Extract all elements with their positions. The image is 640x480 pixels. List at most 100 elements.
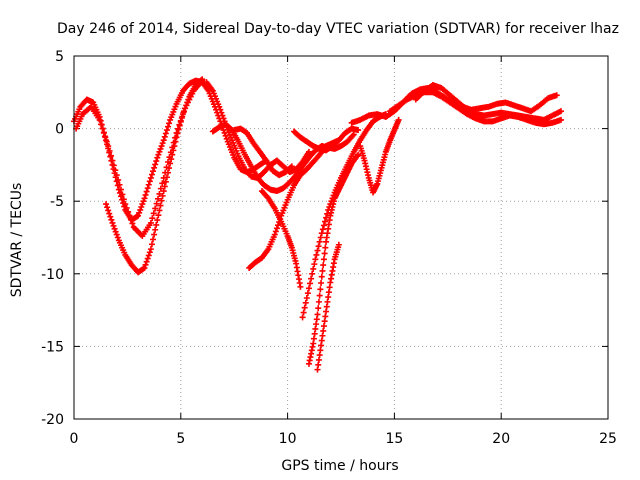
data-point: [106, 147, 113, 154]
data-layer: [71, 76, 565, 373]
data-point: [148, 171, 155, 178]
data-point: [100, 129, 107, 136]
data-point: [172, 138, 179, 145]
data-point: [148, 241, 155, 248]
series-arc-12: [291, 128, 342, 154]
data-point: [103, 201, 110, 208]
data-point: [307, 280, 314, 287]
data-point: [334, 138, 341, 145]
data-point: [141, 195, 148, 202]
data-point: [301, 304, 308, 311]
data-point: [152, 205, 159, 212]
data-point: [168, 156, 175, 163]
data-point: [174, 130, 181, 137]
data-point: [122, 201, 129, 208]
data-point: [150, 236, 157, 243]
y-tick-label: -15: [41, 339, 64, 355]
data-point: [161, 133, 168, 140]
data-point: [310, 265, 317, 272]
x-tick-label: 0: [70, 431, 79, 447]
data-point: [145, 181, 152, 188]
data-point: [117, 186, 124, 193]
data-point: [123, 204, 130, 211]
chart-title: Day 246 of 2014, Sidereal Day-to-day VTE…: [57, 21, 619, 37]
data-point: [558, 116, 565, 123]
data-point: [160, 188, 167, 195]
data-point: [335, 241, 342, 248]
data-point: [217, 106, 224, 113]
data-point: [115, 176, 122, 183]
data-point: [99, 125, 106, 132]
data-point: [184, 99, 191, 106]
y-tick-label: -10: [41, 267, 64, 283]
data-point: [323, 214, 330, 221]
series-arc-10: [314, 241, 342, 373]
data-point: [299, 314, 306, 321]
data-point: [216, 103, 223, 110]
data-point: [108, 216, 115, 223]
data-point: [156, 190, 163, 197]
data-point: [169, 151, 176, 158]
data-point: [170, 147, 177, 154]
data-point: [198, 77, 205, 84]
data-point: [395, 116, 402, 123]
data-point: [327, 201, 334, 208]
data-point: [127, 216, 134, 223]
data-point: [329, 195, 336, 202]
data-point: [302, 299, 309, 306]
data-point: [159, 192, 166, 199]
data-point: [107, 213, 114, 220]
data-point: [140, 198, 147, 205]
data-point: [223, 135, 230, 142]
data-point: [152, 161, 159, 168]
data-point: [355, 151, 362, 158]
data-point: [317, 286, 324, 293]
series-arc-2: [73, 77, 206, 240]
data-point: [183, 102, 190, 109]
data-point: [350, 131, 357, 138]
data-point: [152, 226, 159, 233]
data-point: [151, 231, 158, 238]
data-point: [177, 118, 184, 125]
data-point: [164, 169, 171, 176]
data-point: [98, 121, 105, 128]
data-point: [126, 212, 133, 219]
data-point: [120, 196, 127, 203]
data-point: [163, 174, 170, 181]
data-point: [144, 255, 151, 262]
data-point: [144, 185, 151, 192]
data-point: [166, 165, 173, 172]
data-point: [102, 134, 109, 141]
data-point: [141, 264, 148, 271]
data-point: [137, 206, 144, 213]
data-point: [110, 222, 117, 229]
data-point: [139, 201, 146, 208]
series-arc-9: [305, 151, 362, 367]
data-point: [271, 231, 278, 238]
data-point: [304, 290, 311, 297]
data-point: [313, 251, 320, 258]
data-point: [155, 195, 162, 202]
data-point: [553, 92, 560, 99]
data-point: [157, 145, 164, 152]
data-point: [111, 225, 118, 232]
data-point: [317, 234, 324, 241]
data-point: [167, 160, 174, 167]
data-point: [164, 123, 171, 130]
data-point: [185, 96, 192, 103]
data-point: [314, 311, 321, 318]
series-arc-16: [412, 82, 565, 123]
data-point: [222, 132, 229, 139]
x-tick-label: 10: [279, 431, 297, 447]
data-point: [125, 208, 132, 215]
data-point: [108, 152, 115, 159]
data-point: [335, 137, 342, 144]
data-point: [315, 243, 322, 250]
data-point: [312, 256, 319, 263]
data-point: [147, 174, 154, 181]
data-point: [146, 249, 153, 256]
data-point: [316, 292, 323, 299]
data-point: [308, 275, 315, 282]
plot-frame: [73, 55, 609, 420]
